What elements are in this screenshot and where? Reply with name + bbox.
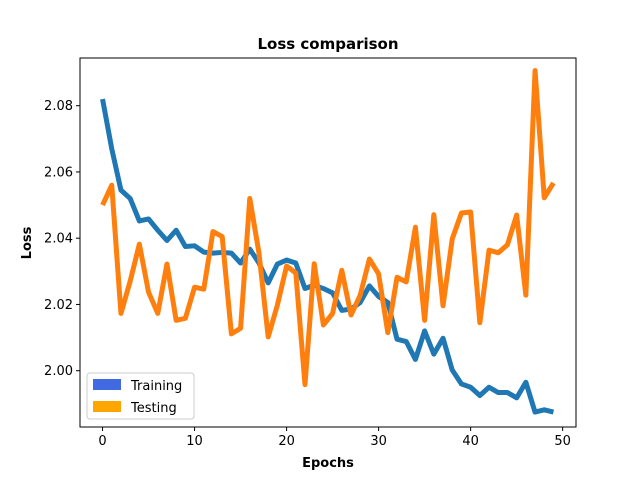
- y-tick-label: 2.08: [44, 99, 73, 114]
- legend-label-training: Training: [130, 379, 182, 394]
- axis-ticks: 0 10 20 30 40 50 2.00 2.02 2.04 2.06 2.08: [44, 99, 571, 449]
- x-tick-label: 10: [186, 434, 203, 449]
- legend-label-testing: Testing: [130, 401, 177, 416]
- legend: Training Testing: [86, 372, 195, 420]
- series-line-testing: [100, 68, 556, 388]
- series-lines: [100, 68, 556, 415]
- y-tick-label: 2.06: [44, 165, 73, 180]
- x-tick-label: 20: [278, 434, 295, 449]
- y-tick-label: 2.04: [44, 232, 73, 247]
- x-tick-label: 40: [462, 434, 479, 449]
- legend-swatch-testing: [93, 401, 121, 412]
- chart-title: Loss comparison: [257, 35, 398, 53]
- x-tick-label: 30: [370, 434, 387, 449]
- y-tick-label: 2.02: [44, 298, 73, 313]
- x-tick-label: 50: [554, 434, 571, 449]
- plot-area-frame: [79, 57, 577, 428]
- series-line-training: [100, 98, 555, 415]
- legend-swatch-training: [93, 379, 121, 390]
- y-axis-title: Loss: [20, 226, 35, 259]
- x-axis-title: Epochs: [302, 456, 354, 471]
- y-tick-label: 2.00: [44, 364, 73, 379]
- x-tick-label: 0: [98, 434, 106, 449]
